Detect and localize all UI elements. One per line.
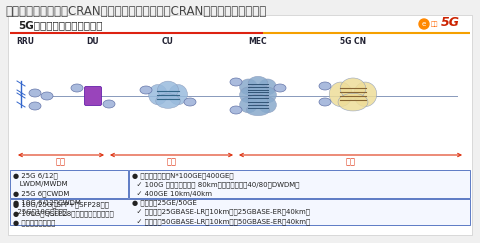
Text: 中传: 中传: [167, 157, 177, 166]
Text: 5G: 5G: [441, 17, 459, 29]
Text: 共建共享的模式下，CRAN将成为主要应用场景。CRAN具备以下几种优势：: 共建共享的模式下，CRAN将成为主要应用场景。CRAN具备以下几种优势：: [5, 5, 266, 18]
Ellipse shape: [259, 79, 276, 95]
Text: 回传: 回传: [346, 157, 356, 166]
Ellipse shape: [240, 79, 257, 95]
Ellipse shape: [230, 106, 242, 114]
Ellipse shape: [103, 100, 115, 108]
Ellipse shape: [149, 85, 167, 105]
FancyBboxPatch shape: [129, 170, 470, 198]
Text: ● 汇聚、核心层：N*100GE至400GE；
  ✓ 100G 低成本相干要求 80km及以上（核心：40/80波DWDM）
  ✓ 400GE 10km/4: ● 汇聚、核心层：N*100GE至400GE； ✓ 100G 低成本相干要求 8…: [132, 172, 310, 225]
Ellipse shape: [248, 94, 268, 108]
Text: ● 25G 6/12波
   LWDM/MWDM
● 25G 6波CWDM
● 10G 6/12波CWDM
  25G与10G混合组网: ● 25G 6/12波 LWDM/MWDM ● 25G 6波CWDM ● 10G…: [13, 172, 81, 216]
Ellipse shape: [329, 82, 352, 106]
Ellipse shape: [29, 89, 41, 97]
Circle shape: [419, 19, 429, 29]
Ellipse shape: [140, 86, 152, 94]
Text: 5G CN: 5G CN: [340, 37, 366, 46]
Text: 前传: 前传: [56, 157, 66, 166]
FancyBboxPatch shape: [8, 15, 472, 235]
Ellipse shape: [340, 78, 366, 99]
Ellipse shape: [230, 78, 242, 86]
Ellipse shape: [319, 82, 331, 90]
Ellipse shape: [354, 82, 377, 106]
Text: e: e: [422, 21, 426, 27]
Text: DU: DU: [87, 37, 99, 46]
Ellipse shape: [246, 86, 270, 98]
Text: MEC: MEC: [249, 37, 267, 46]
Ellipse shape: [41, 92, 53, 100]
Ellipse shape: [248, 84, 268, 98]
Ellipse shape: [184, 98, 196, 106]
Ellipse shape: [319, 98, 331, 106]
Ellipse shape: [338, 93, 368, 111]
Ellipse shape: [169, 85, 187, 105]
Ellipse shape: [240, 87, 257, 103]
Ellipse shape: [248, 76, 268, 90]
Text: 5G承载技术方案及产业研究: 5G承载技术方案及产业研究: [18, 20, 103, 30]
Ellipse shape: [259, 87, 276, 103]
Ellipse shape: [246, 94, 270, 106]
Ellipse shape: [246, 104, 270, 116]
FancyBboxPatch shape: [84, 87, 101, 105]
Ellipse shape: [156, 94, 180, 108]
Ellipse shape: [157, 81, 179, 98]
Ellipse shape: [259, 97, 276, 113]
Ellipse shape: [274, 84, 286, 92]
Ellipse shape: [29, 102, 41, 110]
Ellipse shape: [240, 97, 257, 113]
FancyBboxPatch shape: [10, 170, 128, 198]
FancyBboxPatch shape: [10, 199, 470, 225]
Text: CU: CU: [162, 37, 174, 46]
Ellipse shape: [71, 84, 83, 92]
Text: RRU: RRU: [16, 37, 34, 46]
Text: 天翼: 天翼: [430, 21, 438, 26]
Text: ● 10G/25G：SFP+与SFP28兼容
● 100G：QSFP28等高密度、低功耗封装
● 低成本、互联互通: ● 10G/25G：SFP+与SFP28兼容 ● 100G：QSFP28等高密度…: [13, 201, 114, 226]
